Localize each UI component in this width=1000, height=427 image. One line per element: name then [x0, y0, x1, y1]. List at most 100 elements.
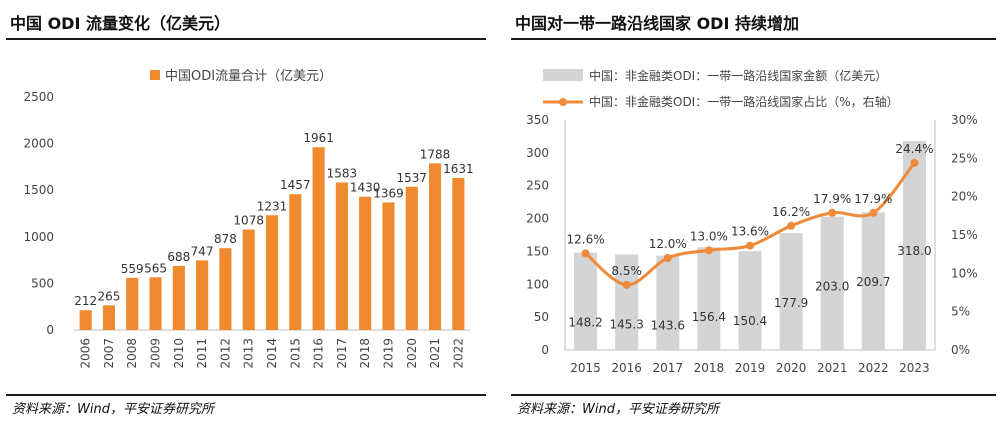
left-bar [149, 277, 162, 330]
right-legend-bar-swatch [543, 69, 583, 81]
left-bar [359, 196, 372, 330]
left-x-tick-label: 2022 [451, 338, 465, 369]
left-x-tick-label: 2009 [149, 338, 163, 369]
left-bar [126, 277, 139, 330]
right-y-tick-label: 300 [526, 146, 549, 160]
right-bar-value-label: 177.9 [774, 296, 808, 310]
right-share-point [869, 208, 878, 217]
right-share-point [663, 254, 672, 262]
right-legend: 中国：非金融类ODI：一带一路沿线国家金额（亿美元） 中国：非金融类ODI：一带一… [543, 68, 899, 109]
right-y2-tick-label: 15% [951, 228, 978, 242]
right-bar-value-label: 145.3 [609, 318, 643, 332]
right-share-label: 17.9% [813, 192, 851, 206]
left-title-rule [6, 38, 486, 40]
right-x-tick-label: 2021 [817, 361, 848, 375]
right-legend-bar-label: 中国：非金融类ODI：一带一路沿线国家金额（亿美元） [589, 68, 887, 83]
left-legend-label: 中国ODI流量合计（亿美元） [165, 69, 332, 84]
odi-flow-chart: 中国ODI流量合计（亿美元） 0 500 1000 1500 2000 2500 212 200… [23, 69, 474, 369]
right-share-point [622, 280, 631, 289]
left-bar-value-label: 747 [191, 244, 214, 258]
right-y-tick-label: 50 [534, 310, 549, 324]
left-bar [172, 265, 185, 330]
left-x-tick-label: 2016 [312, 338, 326, 369]
right-share-point [828, 208, 837, 217]
right-share-label: 12.6% [566, 232, 604, 246]
left-bar [335, 182, 348, 330]
right-y-tick-label: 200 [526, 212, 549, 226]
left-x-tick-label: 2006 [79, 338, 93, 369]
right-y2-tick-label: 5% [951, 305, 970, 319]
left-bar-value-label: 212 [74, 294, 97, 308]
right-share-point [704, 246, 713, 255]
left-legend: 中国ODI流量合计（亿美元） [150, 69, 332, 84]
left-bar-value-label: 1231 [257, 199, 288, 213]
right-bar [697, 247, 721, 350]
right-bar-value-label: 150.4 [733, 314, 767, 328]
left-y-tick-label: 0 [46, 323, 54, 337]
right-bar [656, 255, 680, 350]
left-y-tick-label: 500 [31, 276, 54, 290]
right-y-tick-label: 350 [526, 113, 549, 127]
belt-road-odi-chart: 中国：非金融类ODI：一带一路沿线国家金额（亿美元） 中国：非金融类ODI：一带一… [526, 68, 978, 375]
right-bar [615, 254, 639, 350]
left-bar [196, 260, 209, 330]
left-bar-value-label: 265 [97, 289, 120, 303]
left-bar [242, 229, 255, 330]
left-bar [405, 186, 418, 330]
left-bar [382, 202, 395, 330]
left-y-tick-label: 2500 [23, 90, 54, 104]
left-bar-value-label: 1430 [350, 181, 381, 195]
left-bar [452, 177, 465, 330]
left-panel: 中国 ODI 流量变化（亿美元） 中国ODI流量合计（亿美元） 0 500 1000 1… [0, 0, 490, 427]
left-bar [79, 310, 92, 330]
right-x-tick-label: 2022 [858, 361, 889, 375]
right-title-rule [511, 38, 996, 40]
right-legend-line-marker [559, 98, 567, 106]
left-bar-value-label: 1537 [396, 171, 427, 185]
left-bar-value-label: 688 [167, 250, 190, 264]
right-x-tick-label: 2023 [899, 361, 930, 375]
left-bar [429, 163, 442, 330]
right-x-tick-label: 2015 [570, 361, 601, 375]
left-x-tick-label: 2019 [381, 338, 395, 369]
left-source-note: 资料来源：Wind，平安证券研究所 [12, 402, 214, 417]
right-x-tick-label: 2019 [735, 361, 766, 375]
left-source-rule [6, 394, 486, 396]
left-x-tick-label: 2021 [428, 338, 442, 369]
left-x-tick-label: 2013 [242, 338, 256, 369]
left-y-tick-label: 1000 [23, 230, 54, 244]
left-bar-value-label: 1457 [280, 178, 311, 192]
left-x-tick-label: 2015 [288, 338, 302, 369]
right-y2-tick-label: 30% [951, 113, 978, 127]
left-y-tick-label: 2000 [23, 137, 54, 151]
left-bar-value-label: 878 [214, 232, 237, 246]
left-bar [312, 147, 325, 330]
left-bar-value-label: 1583 [327, 166, 358, 180]
right-bar-value-label: 203.0 [815, 280, 849, 294]
right-source-rule [511, 394, 996, 396]
left-x-tick-label: 2018 [358, 338, 372, 369]
left-bar-value-label: 1369 [373, 186, 404, 200]
right-bar [574, 252, 598, 350]
left-x-tick-label: 2008 [125, 338, 139, 369]
right-bar-value-label: 148.2 [568, 316, 602, 330]
right-source-note: 资料来源：Wind，平安证券研究所 [517, 402, 719, 417]
right-bar [861, 212, 885, 350]
left-x-tick-label: 2014 [265, 338, 279, 369]
right-x-tick-label: 2020 [776, 361, 807, 375]
left-bar-value-label: 1788 [420, 147, 451, 161]
left-bar-value-label: 1631 [443, 162, 474, 176]
right-share-label: 16.2% [772, 205, 810, 219]
right-y-tick-label: 0 [541, 343, 549, 357]
right-bar [738, 251, 762, 350]
right-bar [820, 216, 844, 350]
right-bar-value-label: 318.0 [897, 244, 931, 258]
right-y2-tick-label: 20% [951, 190, 978, 204]
right-share-point [746, 241, 754, 250]
right-y-tick-label: 250 [526, 179, 549, 193]
right-y-tick-label: 100 [526, 277, 549, 291]
left-legend-swatch [150, 70, 160, 80]
right-x-tick-label: 2017 [653, 361, 684, 375]
left-y-tick-label: 1500 [23, 183, 54, 197]
left-x-tick-label: 2012 [218, 338, 232, 369]
